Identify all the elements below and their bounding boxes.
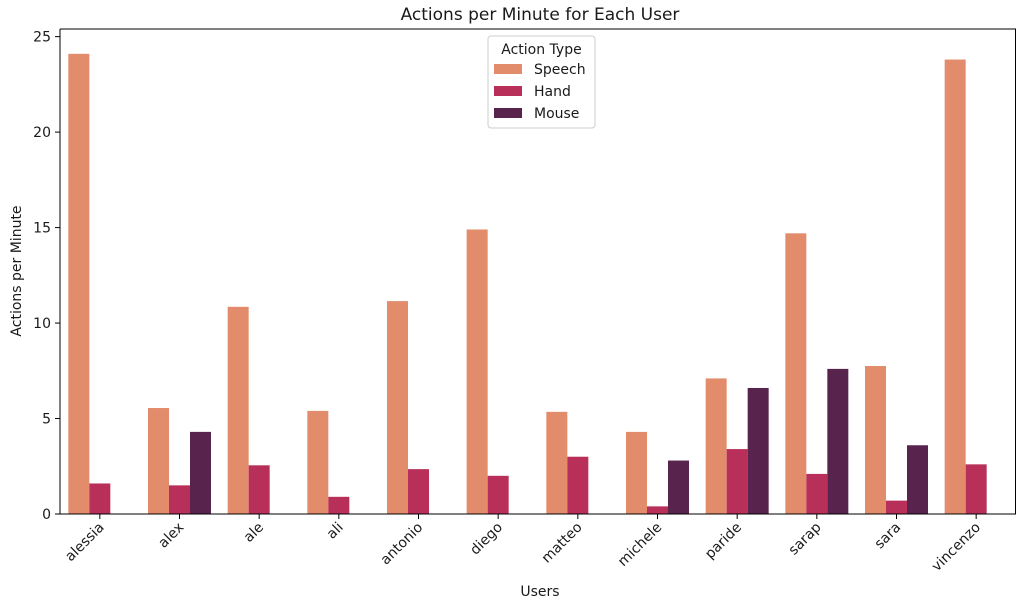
bar-hand-paride xyxy=(726,449,748,514)
x-tick-label: alex xyxy=(155,520,187,552)
x-tick-label: sarap xyxy=(786,519,825,558)
bar-hand-michele xyxy=(647,506,668,514)
bar-mouse-sarap xyxy=(827,368,849,514)
bar-speech-paride xyxy=(705,378,727,514)
x-tick-label: paride xyxy=(702,520,745,563)
bar-hand-sarap xyxy=(806,473,828,514)
legend-label-speech: Speech xyxy=(534,62,586,78)
x-axis-label: Users xyxy=(520,584,559,600)
y-axis-label: Actions per Minute xyxy=(9,205,25,336)
x-tick-label: matteo xyxy=(539,520,586,567)
bar-hand-sara xyxy=(886,500,907,514)
bar-speech-vincenzo xyxy=(944,59,966,515)
bar-speech-alessia xyxy=(68,53,90,514)
bar-speech-alex xyxy=(148,408,169,514)
x-tick-label: antonio xyxy=(378,520,427,569)
legend-title: Action Type xyxy=(501,42,581,58)
legend-label-hand: Hand xyxy=(534,84,571,100)
x-tick-label: michele xyxy=(615,520,665,570)
legend-swatch-hand xyxy=(494,86,522,96)
bar-speech-matteo xyxy=(546,411,568,514)
x-tick-label: alessia xyxy=(62,520,107,565)
bar-speech-diego xyxy=(466,229,488,515)
bar-speech-ali xyxy=(307,410,329,514)
bar-speech-michele xyxy=(626,431,647,514)
chart-title: Actions per Minute for Each User xyxy=(401,5,680,25)
legend: Action Type Speech Hand Mouse xyxy=(487,35,596,129)
y-tick-label: 15 xyxy=(33,221,51,237)
x-tick-label: diego xyxy=(467,520,506,559)
bar-hand-alex xyxy=(169,485,190,514)
bar-hand-antonio xyxy=(408,469,429,514)
bar-mouse-sara xyxy=(907,445,928,514)
bar-mouse-alex xyxy=(190,431,211,514)
x-tick-label: ale xyxy=(241,520,267,546)
y-tick-label: 5 xyxy=(42,412,51,428)
bar-mouse-michele xyxy=(668,460,689,514)
bar-speech-antonio xyxy=(387,301,408,514)
bar-speech-sara xyxy=(865,366,886,514)
bar-hand-ale xyxy=(248,465,270,514)
x-tick-label: ali xyxy=(324,520,347,543)
x-tick-label: sara xyxy=(872,520,905,553)
legend-swatch-mouse xyxy=(494,108,522,118)
legend-label-mouse: Mouse xyxy=(534,106,579,122)
legend-box xyxy=(487,35,596,129)
legend-swatch-speech xyxy=(494,64,522,74)
x-tick-label: vincenzo xyxy=(929,520,984,575)
bar-hand-vincenzo xyxy=(965,464,987,514)
y-tick-label: 10 xyxy=(33,316,51,332)
bar-hand-ali xyxy=(328,496,350,514)
y-tick-label: 0 xyxy=(42,507,51,523)
bar-speech-sarap xyxy=(785,233,807,514)
bar-hand-matteo xyxy=(567,456,589,514)
bar-speech-ale xyxy=(227,306,249,514)
bar-hand-alessia xyxy=(89,483,111,514)
y-tick-label: 25 xyxy=(33,30,51,46)
y-tick-label: 20 xyxy=(33,125,51,141)
bar-mouse-paride xyxy=(747,387,769,514)
bar-hand-diego xyxy=(487,475,509,514)
